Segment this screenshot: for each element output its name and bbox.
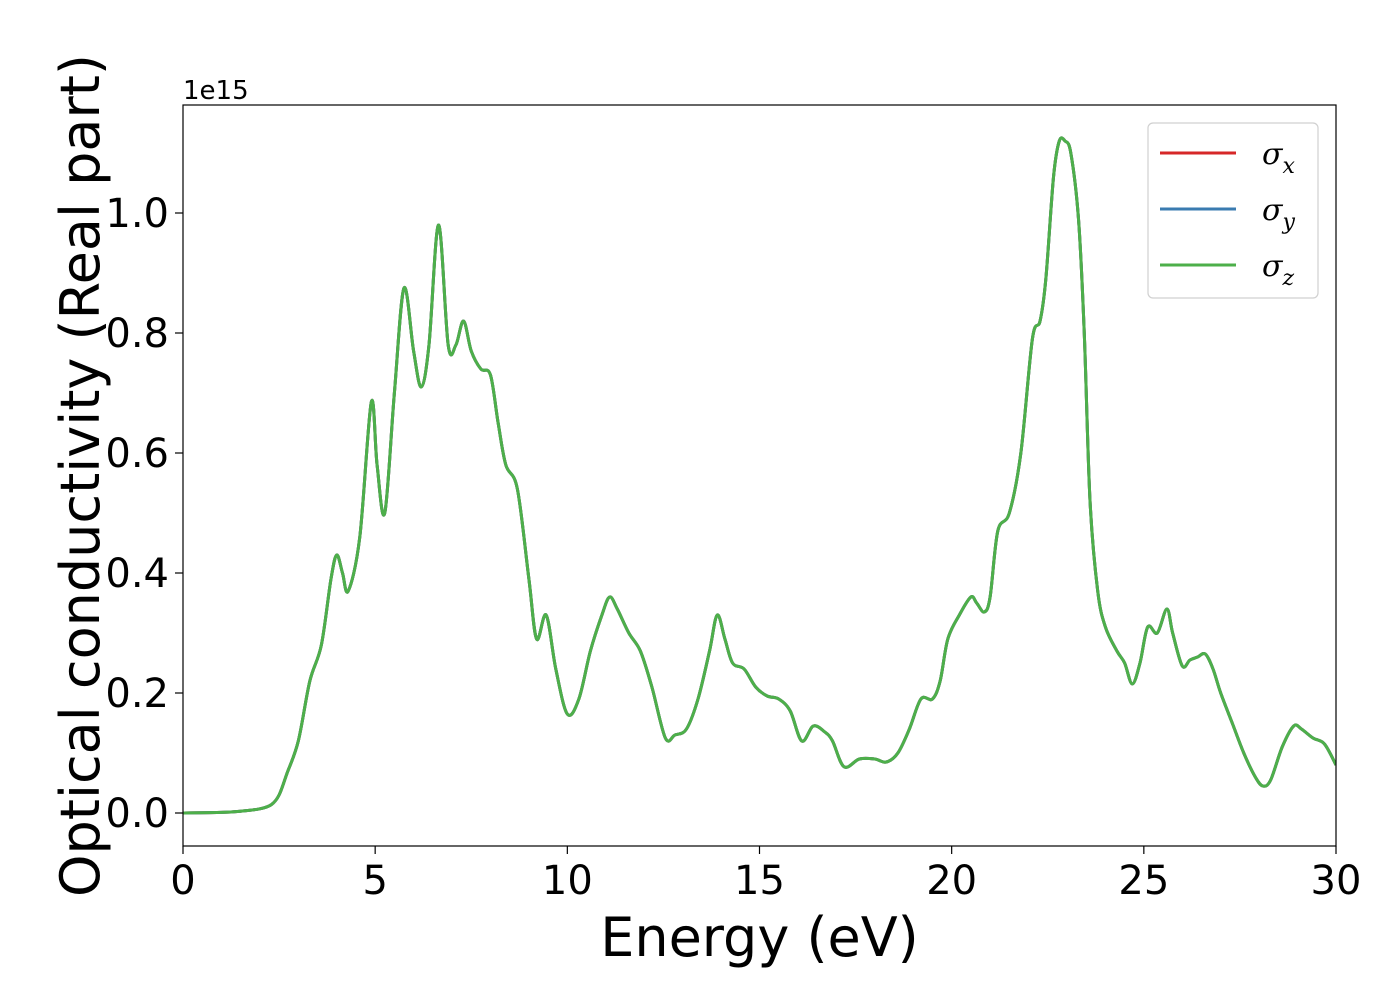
legend-label: σy	[1262, 193, 1295, 235]
plot-series	[183, 136, 1336, 815]
legend-label: σx	[1262, 137, 1295, 179]
y-tick-label: 1.0	[105, 191, 169, 237]
x-tick-label: 5	[362, 858, 387, 904]
legend-label: σz	[1262, 249, 1294, 291]
x-axis-label: Energy (eV)	[600, 906, 919, 969]
x-tick-label: 0	[170, 858, 195, 904]
x-axis: 0 5 10 15 20 25 30	[170, 846, 1361, 904]
y-offset-label: 1e15	[183, 76, 249, 106]
series-line-3	[183, 136, 1336, 815]
y-tick-label: 0.2	[105, 671, 169, 717]
y-tick-label: 0.8	[105, 311, 169, 357]
x-tick-label: 10	[542, 858, 593, 904]
x-tick-label: 25	[1118, 858, 1169, 904]
x-tick-label: 20	[926, 858, 977, 904]
x-tick-label: 15	[734, 858, 785, 904]
legend: σx σy σz	[1147, 122, 1319, 299]
x-tick-label: 30	[1311, 858, 1362, 904]
y-tick-label: 0.4	[105, 551, 169, 597]
y-tick-label: 0.0	[105, 791, 169, 837]
y-tick-label: 0.6	[105, 431, 169, 477]
y-axis-label: Optical conductivity (Real part)	[49, 54, 112, 897]
y-axis: 0.0 0.2 0.4 0.6 0.8 1.0	[105, 191, 183, 837]
